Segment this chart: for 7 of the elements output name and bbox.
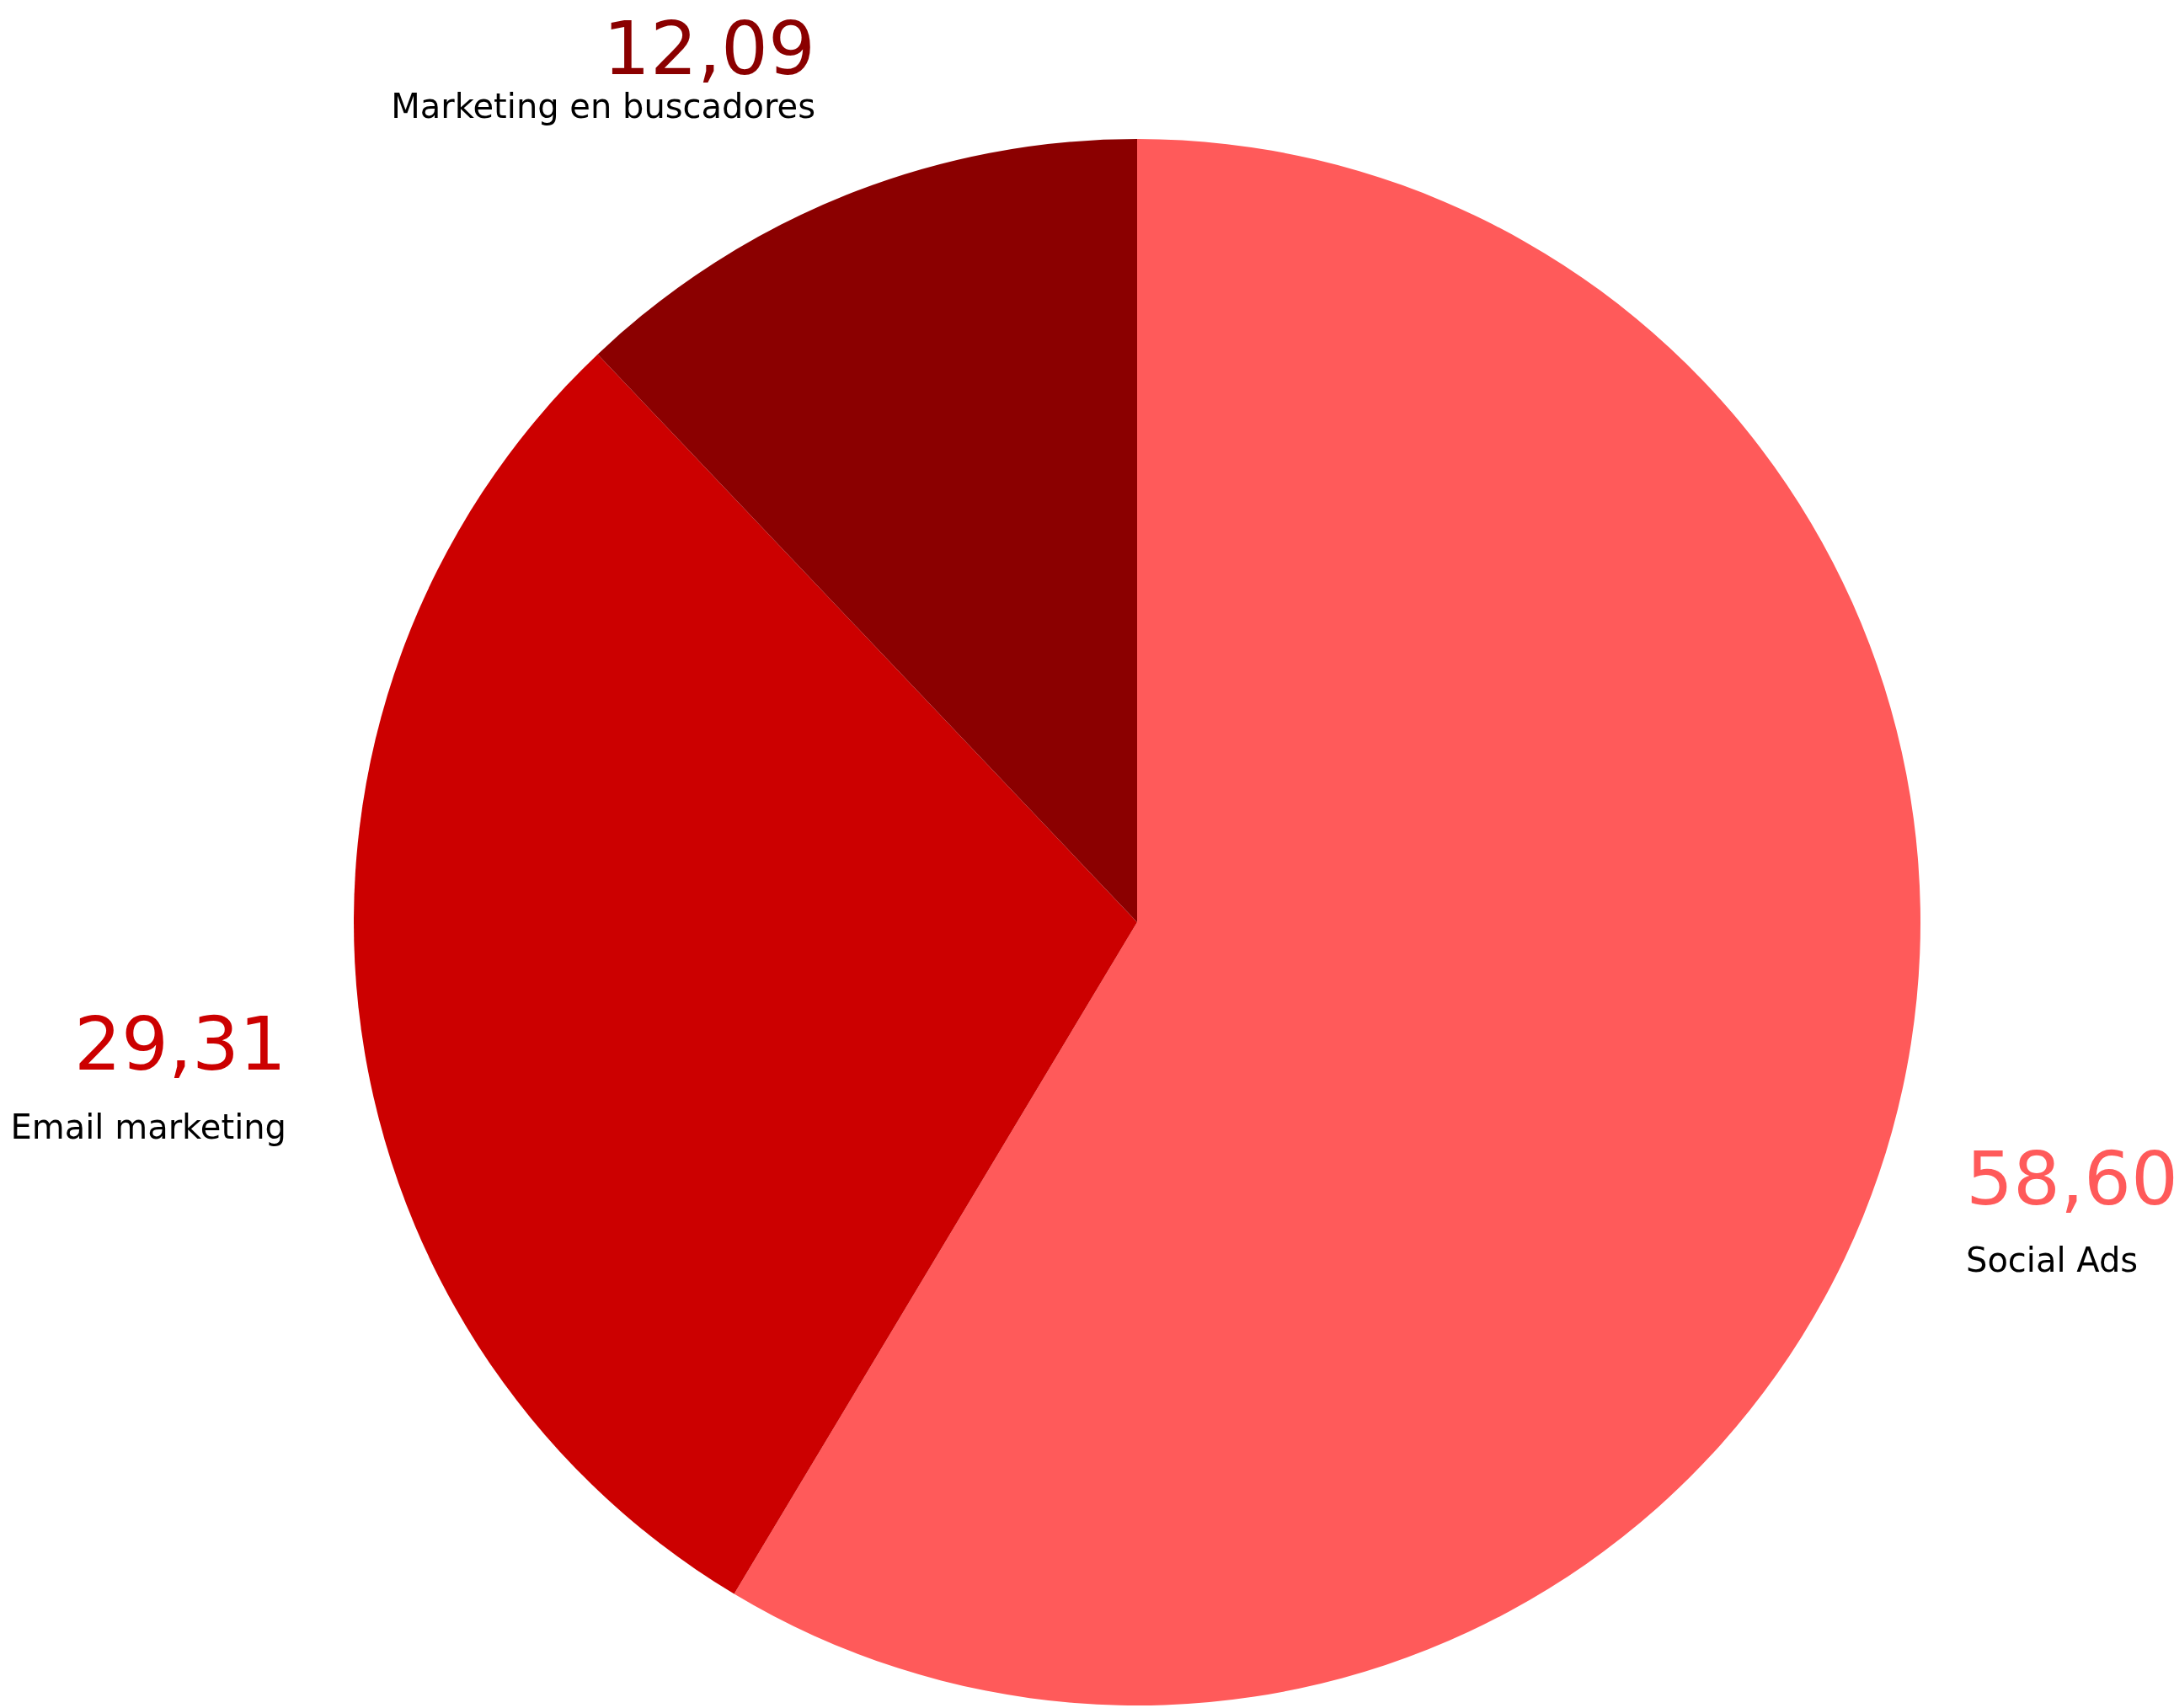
pie-slice	[355, 354, 1137, 1594]
slice-label: Social Ads	[1966, 1241, 2139, 1279]
data-label: 29,31	[74, 1001, 286, 1087]
pie-slice	[734, 139, 1920, 1705]
slice-label: Email marketing	[10, 1108, 286, 1146]
pie-slice	[597, 139, 1137, 922]
data-label: 58,60	[1966, 1135, 2174, 1222]
